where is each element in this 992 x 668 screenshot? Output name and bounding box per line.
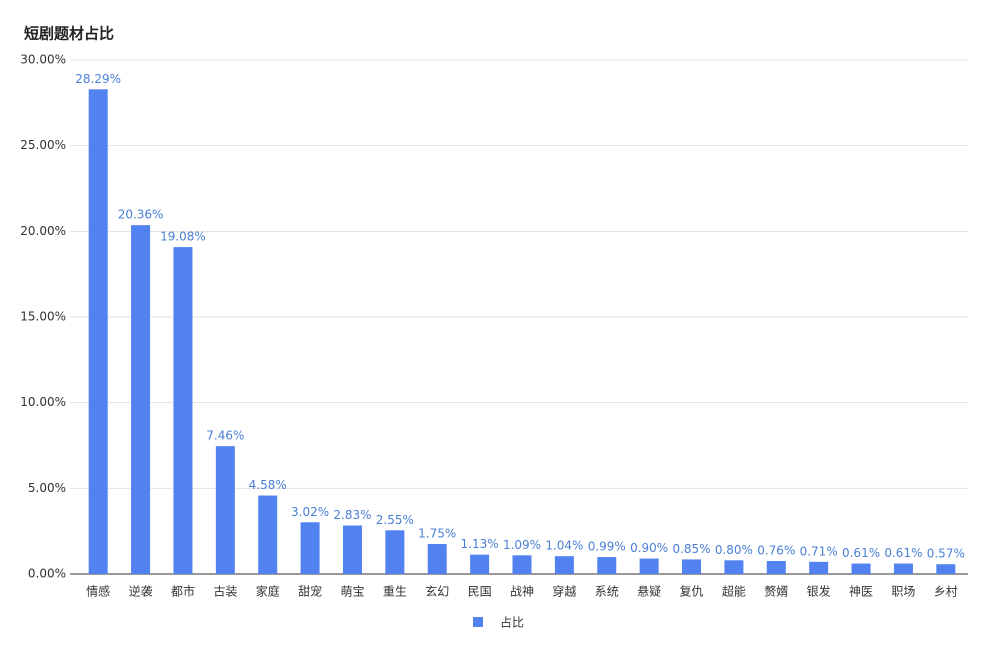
bar: [427, 544, 447, 574]
value-label: 0.76%: [757, 543, 795, 557]
x-tick-label: 赘婿: [764, 584, 788, 599]
x-tick-label: 逆袭: [129, 584, 153, 599]
bar: [724, 560, 744, 574]
x-tick-label: 情感: [86, 584, 110, 599]
x-tick-label: 重生: [383, 585, 407, 599]
value-label: 19.08%: [160, 230, 206, 244]
value-label: 7.46%: [206, 429, 244, 443]
bar: [300, 522, 320, 574]
value-label: 28.29%: [75, 72, 121, 86]
value-label: 0.71%: [800, 544, 838, 558]
bar: [131, 225, 151, 574]
value-label: 1.75%: [418, 527, 456, 541]
value-label: 3.02%: [291, 505, 329, 519]
value-label: 1.09%: [503, 538, 541, 552]
bar: [682, 559, 702, 574]
y-tick-label: 5.00%: [28, 481, 66, 495]
y-tick-label: 10.00%: [20, 395, 66, 409]
bar: [342, 525, 362, 574]
value-label: 0.99%: [588, 540, 626, 554]
x-tick-label: 战神: [510, 585, 534, 599]
x-tick-label: 系统: [595, 585, 619, 599]
value-label: 0.61%: [842, 546, 880, 560]
bar: [215, 446, 235, 574]
y-tick-label: 20.00%: [20, 224, 66, 238]
value-label: 2.55%: [376, 513, 414, 527]
x-tick-label: 古装: [213, 584, 237, 599]
value-label: 4.58%: [249, 478, 287, 492]
x-tick-label: 民国: [468, 585, 492, 599]
y-tick-label: 15.00%: [20, 310, 66, 324]
bar: [893, 563, 913, 574]
bar: [809, 561, 829, 574]
y-tick-label: 0.00%: [28, 567, 66, 581]
y-tick-label: 25.00%: [20, 138, 66, 152]
x-tick-label: 萌宝: [340, 585, 364, 599]
x-tick-label: 悬疑: [637, 584, 661, 599]
x-tick-label: 穿越: [552, 584, 576, 599]
chart-title: 短剧题材占比: [24, 25, 114, 43]
x-tick-label: 超能: [722, 584, 746, 599]
bar: [512, 555, 532, 574]
x-tick-label: 神医: [849, 585, 873, 599]
x-tick-label: 都市: [171, 584, 195, 599]
x-tick-label: 家庭: [256, 584, 280, 599]
value-label: 20.36%: [118, 208, 164, 222]
x-tick-label: 甜宠: [298, 584, 322, 599]
legend-swatch: [473, 617, 483, 627]
value-label: 2.83%: [333, 508, 371, 522]
bar: [385, 530, 405, 574]
value-label: 0.80%: [715, 543, 753, 557]
value-label: 0.61%: [884, 546, 922, 560]
bar: [766, 560, 786, 574]
bar: [554, 556, 574, 574]
x-tick-label: 玄幻: [425, 584, 449, 599]
y-tick-label: 30.00%: [20, 53, 66, 67]
x-tick-label: 职场: [891, 585, 915, 599]
bar: [470, 554, 490, 574]
x-tick-label: 乡村: [934, 585, 958, 599]
value-label: 0.85%: [672, 542, 710, 556]
bar: [851, 563, 871, 574]
bar: [88, 89, 108, 574]
bar: [597, 557, 617, 574]
value-label: 0.90%: [630, 541, 668, 555]
bar: [639, 558, 659, 574]
legend-label: 占比: [500, 615, 524, 630]
value-label: 1.04%: [545, 539, 583, 553]
x-tick-label: 银发: [807, 584, 831, 599]
bar: [258, 495, 278, 574]
value-label: 1.13%: [461, 537, 499, 551]
bar: [936, 564, 956, 574]
value-label: 0.57%: [927, 547, 965, 561]
bar: [173, 247, 193, 574]
x-tick-label: 复仇: [680, 585, 704, 599]
